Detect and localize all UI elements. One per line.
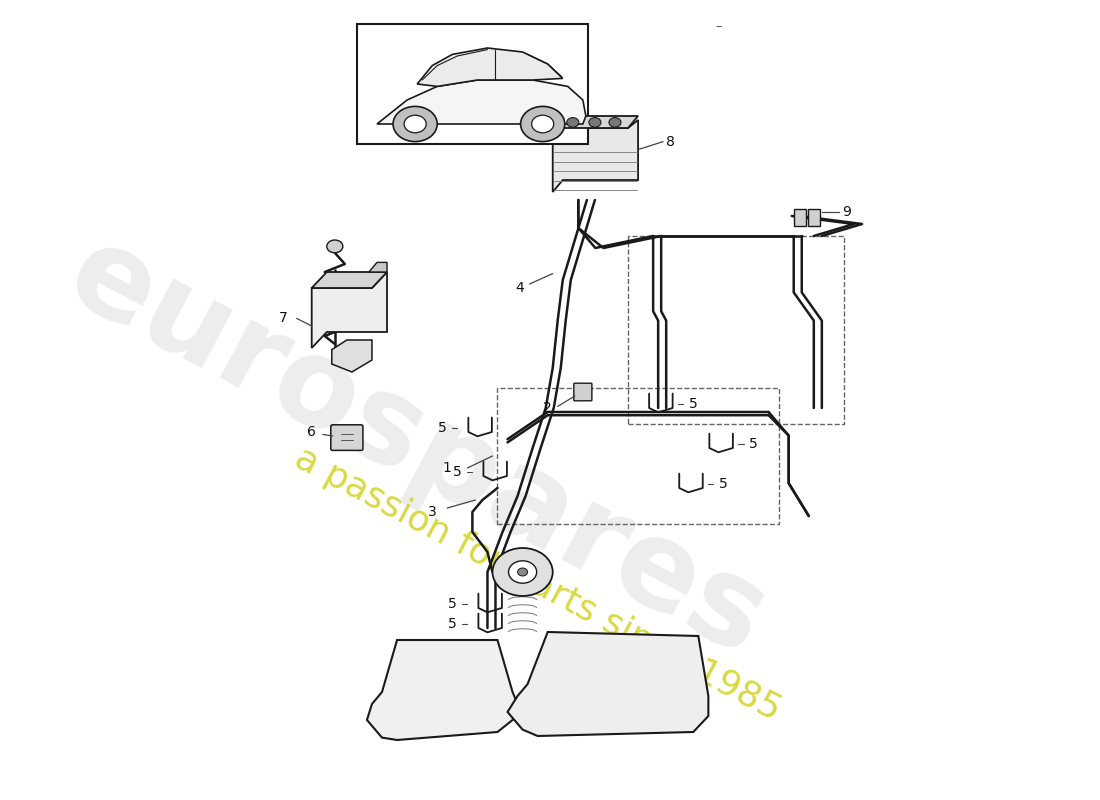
Text: a passion for parts since 1985: a passion for parts since 1985: [289, 441, 786, 727]
Text: –: –: [715, 20, 722, 33]
Circle shape: [588, 118, 601, 127]
Bar: [356, 24, 587, 144]
Text: 5: 5: [448, 597, 456, 611]
Circle shape: [327, 240, 343, 253]
Text: 5: 5: [438, 421, 447, 435]
Text: 5: 5: [719, 477, 728, 491]
Polygon shape: [332, 340, 372, 372]
Bar: [807, 209, 820, 226]
Polygon shape: [368, 262, 387, 272]
Circle shape: [566, 118, 579, 127]
FancyBboxPatch shape: [331, 425, 363, 450]
Bar: [794, 209, 806, 226]
Text: 1: 1: [443, 461, 452, 475]
Polygon shape: [507, 632, 708, 736]
Polygon shape: [311, 272, 387, 348]
Polygon shape: [552, 120, 638, 192]
Text: 6: 6: [307, 425, 316, 439]
Circle shape: [520, 106, 564, 142]
Text: eurospares: eurospares: [48, 215, 785, 681]
Circle shape: [393, 106, 437, 142]
Text: 8: 8: [667, 134, 675, 149]
Text: 5: 5: [749, 437, 758, 451]
FancyBboxPatch shape: [574, 383, 592, 401]
Text: 4: 4: [515, 281, 524, 295]
Bar: [628, 236, 844, 424]
Circle shape: [518, 568, 528, 576]
Text: 2: 2: [543, 401, 552, 415]
Text: 9: 9: [842, 205, 850, 219]
Polygon shape: [367, 640, 518, 740]
Polygon shape: [417, 48, 563, 86]
Circle shape: [508, 561, 537, 583]
Polygon shape: [311, 272, 387, 288]
Text: 5: 5: [453, 465, 462, 479]
Circle shape: [531, 115, 553, 133]
Polygon shape: [552, 116, 638, 128]
Bar: [497, 388, 779, 524]
Text: 5: 5: [448, 617, 456, 631]
Circle shape: [404, 115, 426, 133]
Circle shape: [493, 548, 552, 596]
Polygon shape: [377, 80, 586, 124]
Circle shape: [609, 118, 622, 127]
Text: 5: 5: [689, 397, 697, 411]
Text: 3: 3: [428, 505, 437, 519]
Text: 7: 7: [279, 311, 288, 326]
